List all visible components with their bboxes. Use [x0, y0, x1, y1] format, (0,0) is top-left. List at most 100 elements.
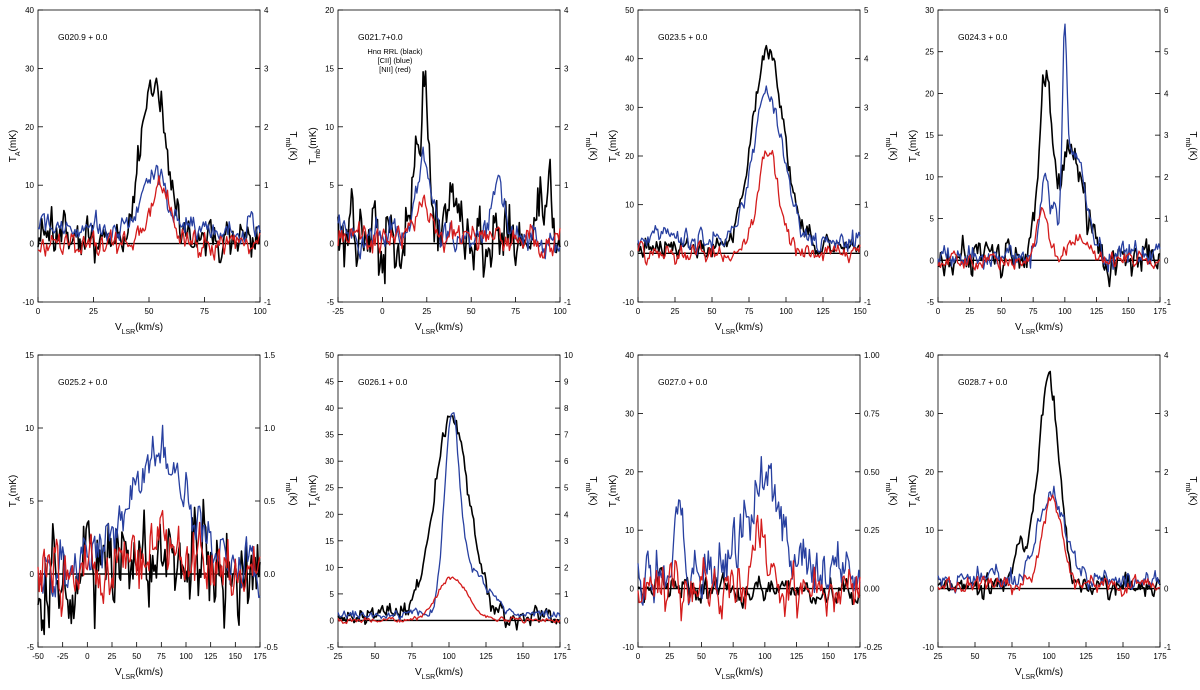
- y-axis-label-unit: (mK): [608, 130, 619, 152]
- x-tick-label: 175: [853, 652, 867, 661]
- y-tick-label: 45: [325, 378, 334, 387]
- x-tick-label: 50: [697, 652, 706, 661]
- x-axis-label: VLSR(km/s): [1015, 667, 1063, 681]
- y2-tick-label: 1: [564, 181, 569, 190]
- y-tick-label: 15: [325, 537, 334, 546]
- x-axis-label-unit: (km/s): [735, 667, 763, 678]
- y2-axis-label-sub: mb: [1184, 483, 1191, 493]
- y2-axis-label-sub: mb: [1184, 138, 1191, 148]
- y2-tick-label: 1.0: [264, 424, 276, 433]
- y2-tick-label: 6: [564, 457, 569, 466]
- y-tick-label: -5: [27, 643, 35, 652]
- plot-frame: [937, 9, 1161, 303]
- panel-title: G028.7 + 0.0: [958, 377, 1008, 387]
- series-line-red: [637, 149, 861, 266]
- x-axis-label-sub: LSR: [722, 329, 736, 336]
- y-tick-label: 40: [325, 404, 334, 413]
- x-tick-label: 125: [1090, 307, 1104, 316]
- y-axis-label-unit: (mK): [8, 130, 19, 152]
- y2-tick-label: 10: [564, 351, 573, 360]
- y2-axis-label-main: T: [1187, 131, 1198, 137]
- x-tick-label: 0: [85, 652, 90, 661]
- panel-title: G027.0 + 0.0: [658, 377, 708, 387]
- x-axis-label: VLSR(km/s): [115, 667, 163, 681]
- x-tick-label: 50: [708, 307, 717, 316]
- x-tick-label: 150: [853, 307, 867, 316]
- y-tick-label: 40: [625, 55, 634, 64]
- series-line-red: [37, 509, 261, 617]
- y-tick-label: 10: [325, 563, 334, 572]
- spectrum-panel: -50 -25 0 25 50 75 100 125 150 175-5051015-0.50.0…: [8, 351, 298, 681]
- y2-tick-label: 1.5: [264, 351, 276, 360]
- y2-axis-label: Tmb(K): [584, 131, 598, 160]
- x-tick-label: 100: [758, 652, 772, 661]
- x-tick-label: 25: [334, 652, 343, 661]
- y2-axis-label-unit: (K): [587, 147, 598, 160]
- spectrum-panel: 0 25 50 75 100 125 150 175-10010203040-0.250.00…: [608, 351, 898, 681]
- y2-tick-label: -0.25: [864, 643, 883, 652]
- plot-frame: [337, 354, 561, 648]
- y-axis-label-main: T: [608, 501, 619, 507]
- y-axis-label-main: T: [608, 156, 619, 162]
- y2-tick-label: 4: [564, 510, 569, 519]
- y2-axis-label-unit: (K): [1187, 147, 1198, 160]
- y2-tick-label: 1.00: [864, 351, 880, 360]
- x-axis-label-unit: (km/s): [135, 322, 163, 333]
- y2-axis-label: Tmb(K): [884, 131, 898, 160]
- x-axis-label-sub: LSR: [422, 674, 436, 681]
- series-line-red: [937, 206, 1161, 271]
- y2-tick-label: 1: [1164, 526, 1169, 535]
- y2-tick-label: -1: [1164, 298, 1172, 307]
- series-line-blue: [637, 85, 861, 256]
- x-axis-label: VLSR(km/s): [415, 667, 463, 681]
- y2-tick-label: 4: [864, 55, 869, 64]
- x-tick-label: 50: [132, 652, 141, 661]
- y2-axis-label-main: T: [287, 476, 298, 482]
- y-axis-label-sub: A: [315, 496, 322, 501]
- y2-tick-label: 0.5: [264, 497, 276, 506]
- x-tick-label: 125: [790, 652, 804, 661]
- y-tick-label: 40: [25, 6, 34, 15]
- y-tick-label: -10: [622, 643, 634, 652]
- y-tick-label: 20: [625, 152, 634, 161]
- panel-title: G020.9 + 0.0: [58, 32, 108, 42]
- series-line-black: [337, 70, 561, 285]
- y-axis-label-unit: (mK): [8, 475, 19, 497]
- y-axis-label-sub: A: [15, 496, 22, 501]
- panel-title: G023.5 + 0.0: [658, 32, 708, 42]
- y-tick-label: 5: [330, 590, 335, 599]
- x-tick-label: 100: [553, 307, 567, 316]
- x-tick-label: 75: [1008, 652, 1017, 661]
- y-tick-label: 40: [925, 351, 934, 360]
- spectrum-panel: 25 50 75 100 125 150 175-505101520253035404550…: [308, 351, 598, 681]
- y-axis-label-sub: mb: [315, 149, 322, 159]
- y2-tick-label: 0.75: [864, 409, 880, 418]
- x-axis-label-sub: LSR: [422, 329, 436, 336]
- y2-axis-label: Tmb(K): [584, 476, 598, 505]
- x-tick-label: 125: [479, 652, 493, 661]
- y2-axis-label-sub: mb: [584, 483, 591, 493]
- x-tick-label: 25: [108, 652, 117, 661]
- y2-tick-label: 0: [864, 249, 869, 258]
- y2-axis-label-main: T: [287, 131, 298, 137]
- series-line-blue: [37, 164, 261, 245]
- y2-tick-label: 2: [1164, 173, 1169, 182]
- x-tick-label: 25: [934, 652, 943, 661]
- y-axis-label-main: T: [308, 159, 319, 165]
- y-axis-label-unit: (mK): [308, 127, 319, 149]
- x-tick-label: -25: [332, 307, 344, 316]
- y2-axis-label-main: T: [1187, 476, 1198, 482]
- spectrum-panel: 0 25 50 75 100 125 150 175-5051015202530-101234…: [908, 6, 1198, 336]
- x-axis-label-unit: (km/s): [135, 667, 163, 678]
- legend-entry: [NII] (red): [379, 65, 411, 74]
- y-axis-label: TA(mK): [8, 130, 22, 162]
- series-line-black: [337, 415, 561, 631]
- x-tick-label: 150: [516, 652, 530, 661]
- y-tick-label: -5: [327, 298, 335, 307]
- y-tick-label: 10: [325, 123, 334, 132]
- panel-title: G026.1 + 0.0: [358, 377, 408, 387]
- y-tick-label: 25: [925, 48, 934, 57]
- series-line-blue: [37, 424, 261, 599]
- y2-tick-label: 4: [564, 6, 569, 15]
- x-tick-label: 75: [729, 652, 738, 661]
